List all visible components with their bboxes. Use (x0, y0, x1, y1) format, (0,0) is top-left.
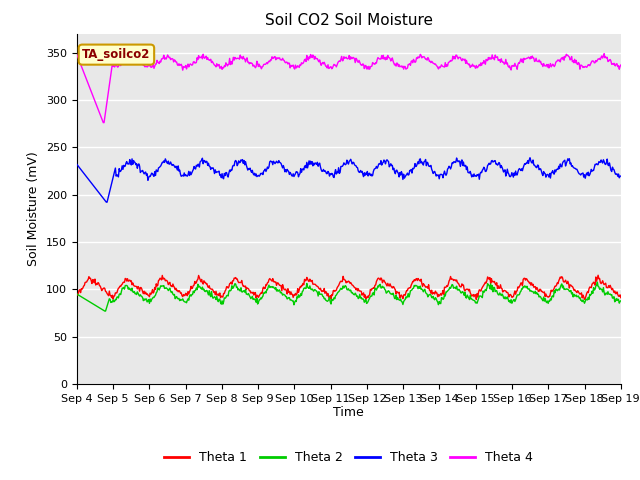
X-axis label: Time: Time (333, 407, 364, 420)
Title: Soil CO2 Soil Moisture: Soil CO2 Soil Moisture (265, 13, 433, 28)
Legend: Theta 1, Theta 2, Theta 3, Theta 4: Theta 1, Theta 2, Theta 3, Theta 4 (159, 446, 538, 469)
Y-axis label: Soil Moisture (mV): Soil Moisture (mV) (28, 151, 40, 266)
Text: TA_soilco2: TA_soilco2 (82, 48, 150, 61)
